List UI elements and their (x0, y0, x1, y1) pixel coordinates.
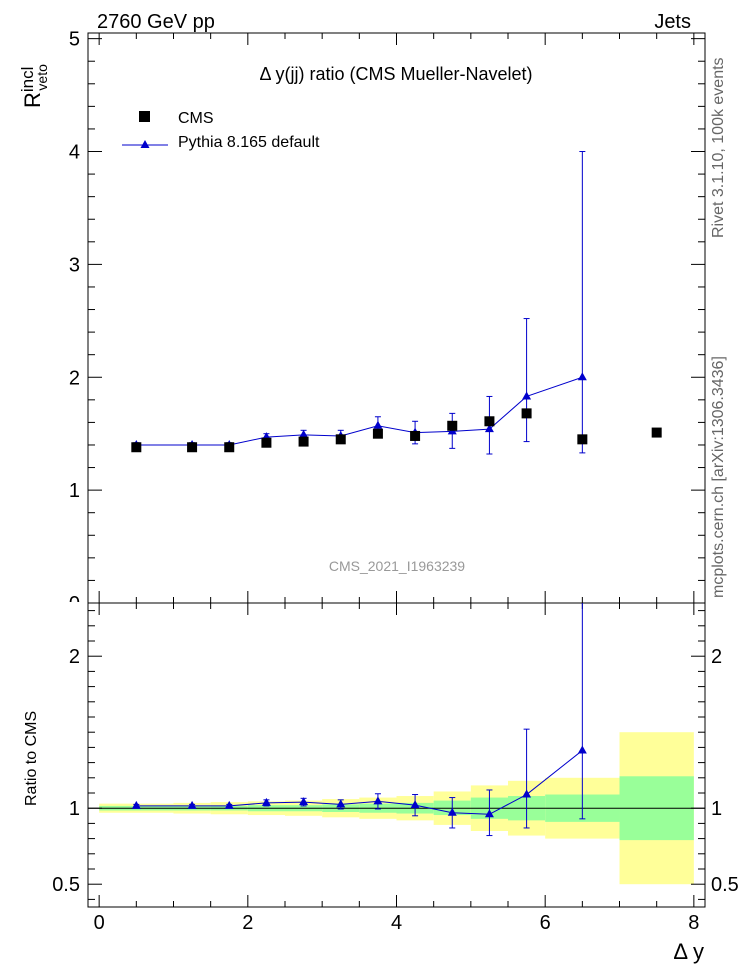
ratio-y-tick-label-right-1: 1 (711, 798, 722, 820)
cms-point-4 (298, 436, 309, 447)
ratio-point-5 (336, 799, 346, 808)
cms-point-1 (187, 442, 198, 453)
ratio-y-tick-label-right-0.5: 0.5 (711, 874, 739, 896)
legend-pythia-marker (140, 140, 150, 148)
ratio-y-tick-label-left-1: 1 (69, 798, 80, 820)
ratio-point-9 (484, 809, 494, 818)
main-y-tick-label-2: 2 (69, 367, 80, 389)
pythia-point-11 (577, 372, 587, 381)
cms-point-5 (335, 434, 346, 445)
header-left: 2760 GeV pp (97, 11, 215, 33)
main-y-tick-label-1: 1 (69, 480, 80, 502)
cms-point-3 (261, 437, 272, 448)
watermark: CMS_2021_I1963239 (329, 558, 465, 574)
ratio-y-tick-label-right-2: 2 (711, 646, 722, 668)
ratio-point-7 (410, 800, 420, 809)
ylabel-sub: veto (34, 64, 50, 91)
pythia-point-4 (299, 429, 309, 438)
cms-point-9 (484, 416, 495, 427)
cms-point-10 (521, 408, 532, 419)
ratio-point-1 (187, 800, 197, 809)
ratio-point-4 (299, 797, 309, 806)
x-tick-label-4: 4 (391, 912, 402, 934)
x-tick-label-0: 0 (94, 912, 105, 934)
x-tick-label-8: 8 (688, 912, 699, 934)
cms-point-12 (651, 427, 662, 438)
ratio-line (136, 750, 583, 815)
ratio-plot-frame (87, 602, 706, 908)
main-y-tick-label-5: 5 (69, 29, 80, 51)
ylabel-main: R (20, 92, 45, 108)
ratio-point-2 (224, 800, 234, 809)
main-y-tick-label-0: 0 (69, 593, 80, 615)
ratio-y-tick-label-left-2: 2 (69, 646, 80, 668)
cms-point-6 (372, 428, 383, 439)
header-right: Jets (654, 11, 691, 33)
main-y-axis-label: Rinclveto (18, 64, 50, 108)
pythia-point-6 (373, 420, 383, 429)
cms-point-0 (131, 442, 142, 453)
pythia-point-9 (484, 424, 494, 433)
ratio-point-3 (261, 797, 271, 806)
main-y-tick-label-4: 4 (69, 142, 80, 164)
ratio-point-8 (447, 807, 457, 816)
ratio-y-tick-label-left-0.5: 0.5 (52, 874, 80, 896)
legend-cms-marker (139, 111, 150, 122)
ratio-point-11 (577, 745, 587, 754)
plot-title: Δ y(jj) ratio (CMS Mueller-Navelet) (259, 64, 532, 84)
legend-pythia-label: Pythia 8.165 default (178, 134, 320, 151)
ylabel-sup: incl (18, 67, 37, 93)
legend-cms-label: CMS (178, 110, 214, 127)
cms-point-2 (224, 442, 235, 453)
ratio-point-6 (373, 796, 383, 805)
x-tick-label-6: 6 (540, 912, 551, 934)
ratio-point-0 (131, 800, 141, 809)
x-tick-label-2: 2 (242, 912, 253, 934)
ratio-plot: 0 2 4 6 8 Δ y 0.5 0.5 1 1 2 2 Ratio to CMS (23, 602, 739, 964)
main-plot: 1 2 3 4 5 0 Rinclveto Δ y(jj) ratio (CMS Muelle… (18, 29, 706, 615)
cms-point-11 (577, 434, 588, 445)
mcplots-label: mcplots.cern.ch [arXiv:1306.3436] (710, 356, 727, 598)
rivet-label: Rivet 3.1.10, 100k events (710, 57, 727, 238)
pythia-point-10 (522, 391, 532, 400)
cms-point-8 (447, 420, 458, 431)
ratio-point-10 (522, 789, 532, 798)
main-y-tick-label-3: 3 (69, 254, 80, 276)
pythia-line (136, 376, 583, 446)
cms-point-7 (410, 430, 421, 441)
x-axis-label: Δ y (673, 939, 704, 964)
ratio-y-axis-label: Ratio to CMS (23, 711, 40, 806)
